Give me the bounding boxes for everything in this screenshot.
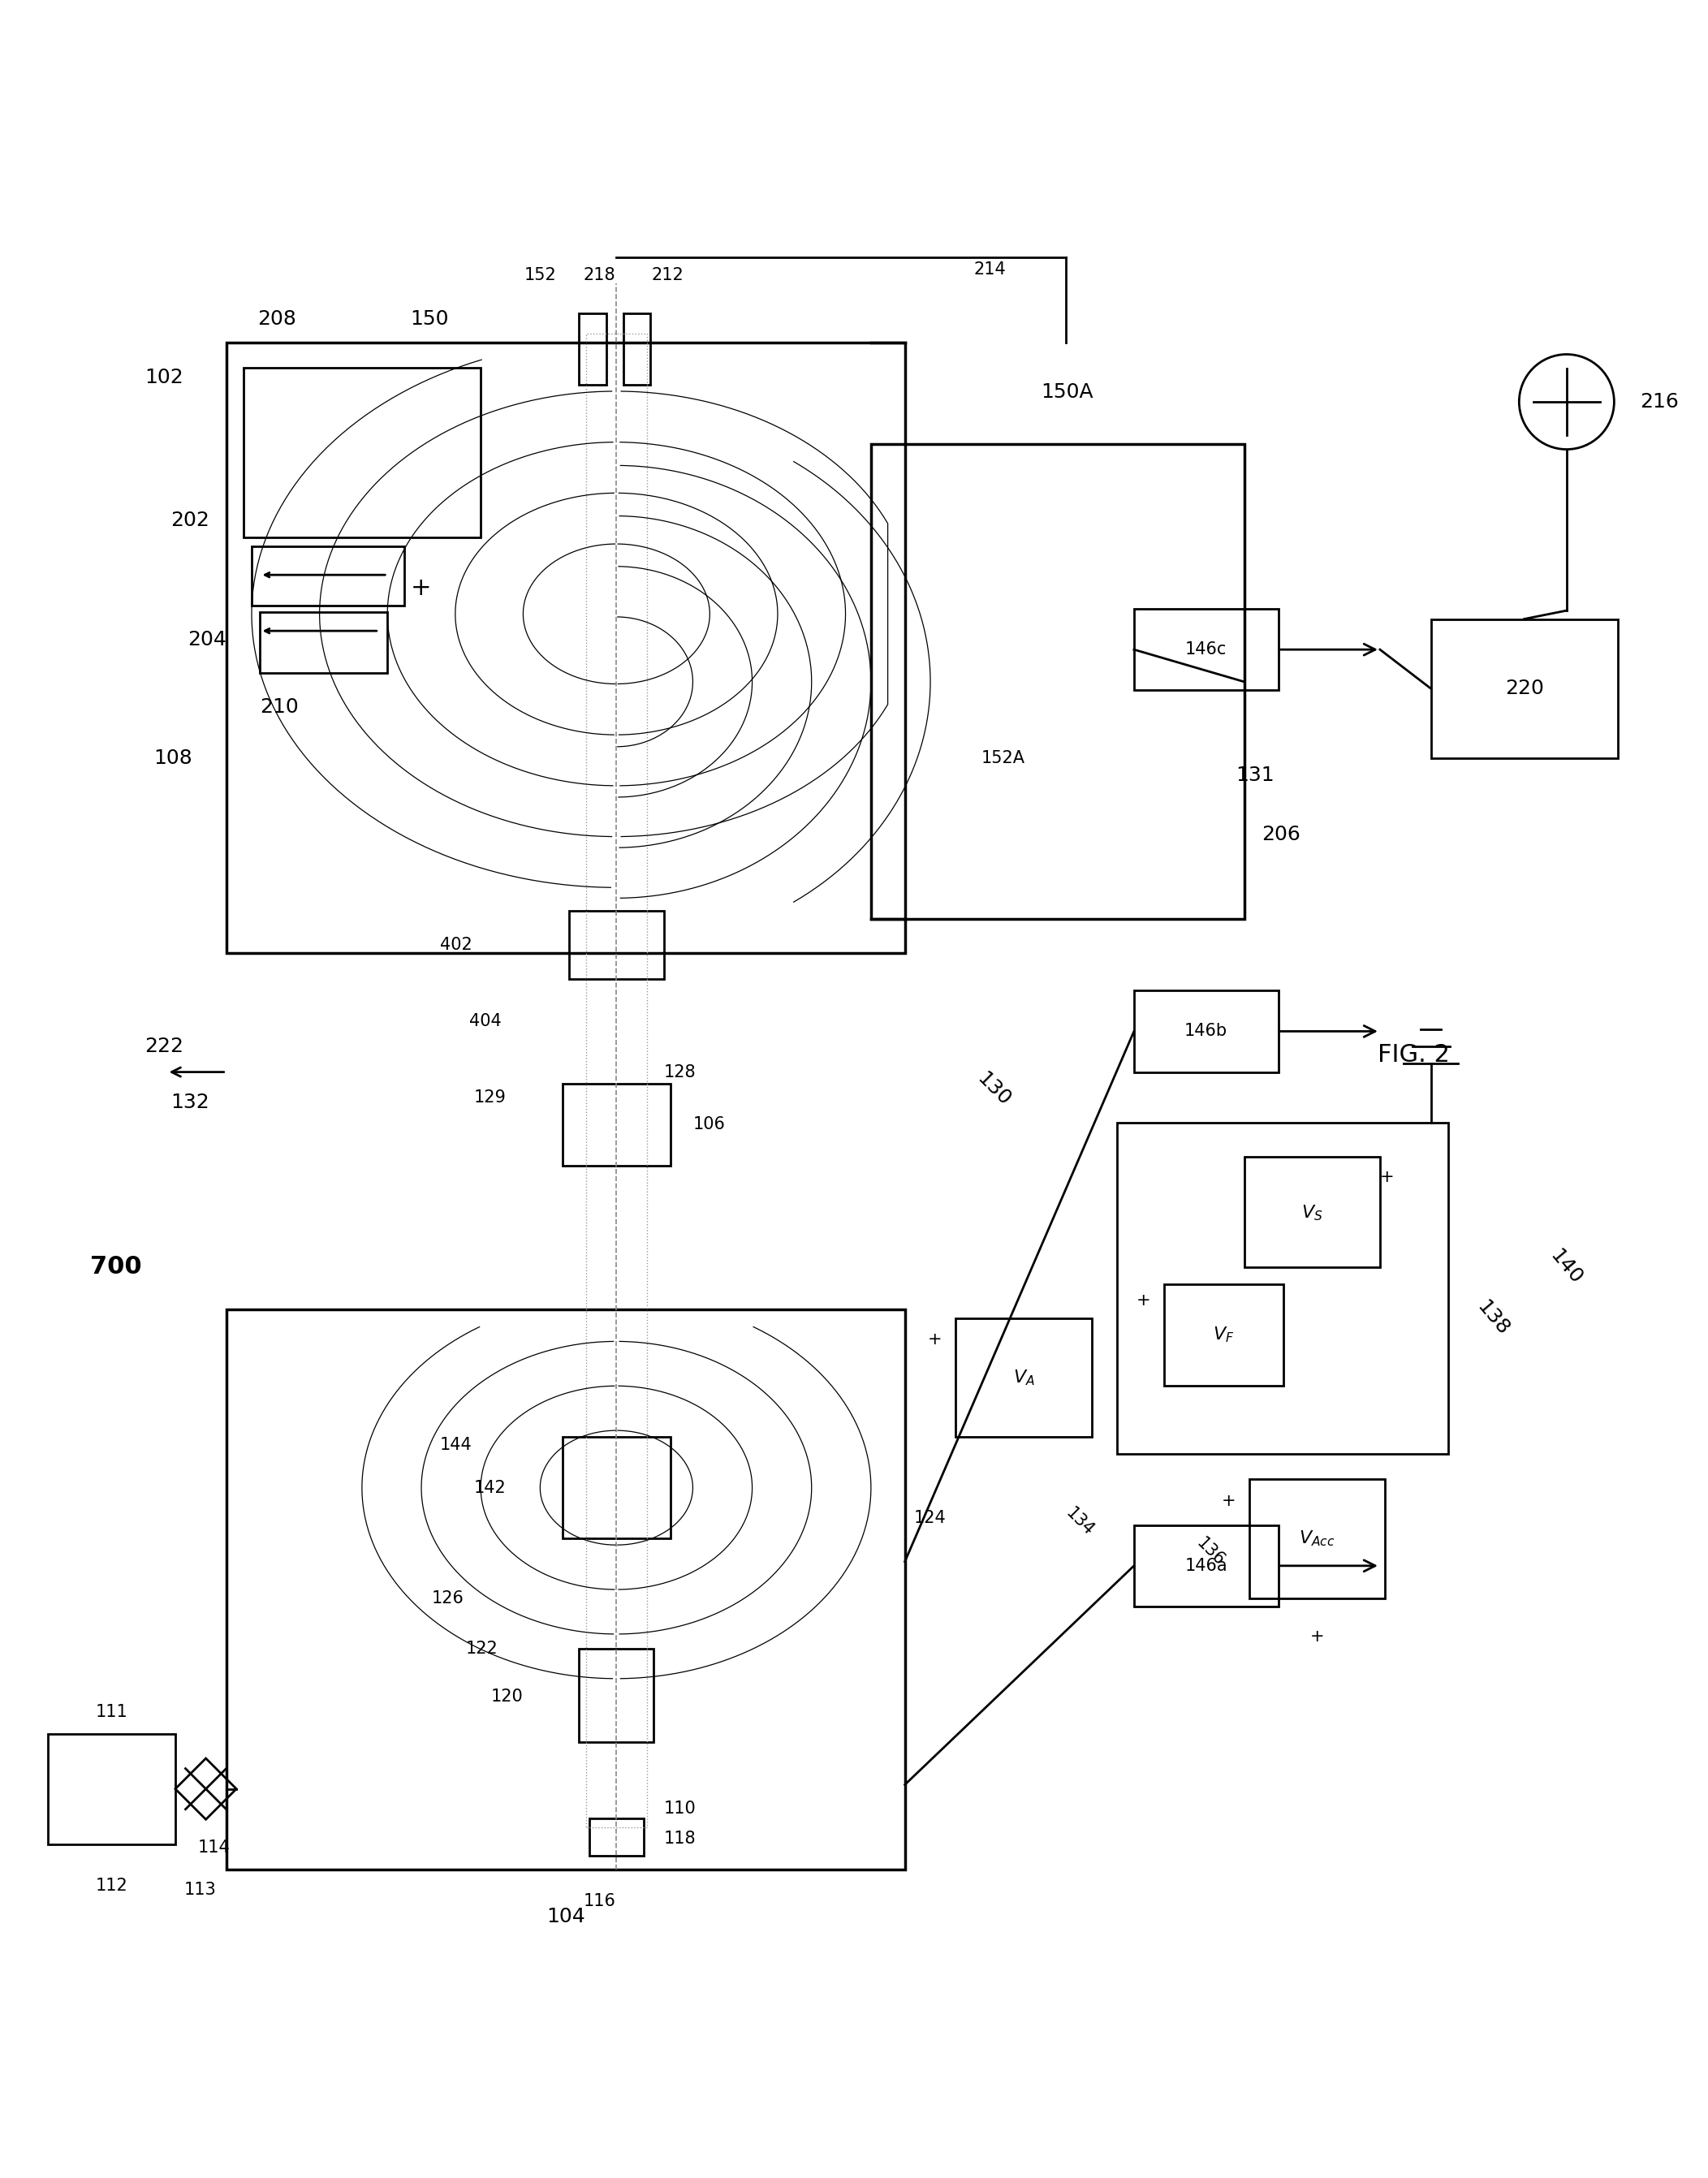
Text: 129: 129 [473, 1089, 506, 1106]
Text: +: + [927, 1331, 943, 1348]
Bar [1134, 1525, 1278, 1607]
Bar [871, 444, 1243, 919]
Text: 202: 202 [171, 512, 210, 531]
Text: 102: 102 [145, 368, 184, 388]
Text: 140: 140 [1546, 1246, 1587, 1287]
Text: 214: 214 [974, 261, 1006, 279]
Text: $V_S$: $V_S$ [1301, 1202, 1324, 1222]
Bar [579, 1649, 654, 1742]
Bar [1165, 1285, 1283, 1385]
Text: 106: 106 [693, 1117, 726, 1133]
Text: $V_A$: $V_A$ [1013, 1368, 1035, 1387]
Bar [623, 314, 651, 386]
Text: 113: 113 [184, 1882, 217, 1897]
Bar [48, 1734, 176, 1845]
Bar [579, 314, 606, 386]
Text: 132: 132 [171, 1093, 210, 1113]
Text: 700: 700 [91, 1255, 142, 1278]
Text: 402: 402 [441, 937, 471, 954]
Text: +: + [1310, 1629, 1324, 1644]
Bar [260, 612, 388, 673]
Text: +: + [1136, 1292, 1151, 1309]
Text: 114: 114 [198, 1840, 231, 1856]
Text: 126: 126 [432, 1590, 465, 1605]
Bar [225, 1309, 905, 1869]
Bar [1117, 1124, 1448, 1453]
Text: 124: 124 [914, 1509, 946, 1527]
Text: +: + [1221, 1492, 1237, 1509]
Text: 131: 131 [1237, 764, 1274, 784]
Text: 150A: 150A [1040, 383, 1093, 401]
Text: 210: 210 [260, 697, 299, 717]
Text: 404: 404 [468, 1013, 500, 1030]
Text: 111: 111 [96, 1703, 128, 1721]
Bar [562, 1437, 671, 1538]
Text: $V_F$: $V_F$ [1213, 1326, 1235, 1344]
Text: 128: 128 [664, 1063, 697, 1080]
Text: 212: 212 [651, 268, 683, 283]
Bar [1431, 619, 1617, 758]
Text: 206: 206 [1261, 825, 1300, 845]
Bar [225, 342, 905, 954]
Text: 208: 208 [258, 309, 297, 329]
Bar [1249, 1479, 1385, 1599]
Bar [562, 1085, 671, 1165]
Text: 142: 142 [473, 1479, 506, 1496]
Bar [251, 547, 405, 605]
Text: 116: 116 [584, 1893, 615, 1910]
Bar [589, 1819, 644, 1856]
Text: 120: 120 [490, 1688, 523, 1705]
Text: 204: 204 [188, 629, 225, 649]
Bar [956, 1318, 1091, 1437]
Bar [243, 368, 480, 538]
Text: $V_{Acc}$: $V_{Acc}$ [1300, 1529, 1336, 1549]
Text: 110: 110 [664, 1801, 697, 1816]
Text: 144: 144 [441, 1437, 471, 1453]
Text: 108: 108 [154, 749, 193, 769]
Text: 146a: 146a [1185, 1557, 1228, 1575]
Text: +: + [412, 577, 432, 601]
Text: +: + [1380, 1170, 1394, 1185]
Text: 130: 130 [974, 1069, 1015, 1109]
Bar [1134, 991, 1278, 1072]
Text: FIG. 2: FIG. 2 [1378, 1043, 1450, 1067]
Text: 152: 152 [524, 268, 557, 283]
Text: 146c: 146c [1185, 643, 1226, 658]
Text: 138: 138 [1474, 1296, 1513, 1339]
Text: 112: 112 [96, 1877, 128, 1895]
Text: 122: 122 [465, 1640, 497, 1657]
Text: 152A: 152A [982, 749, 1025, 767]
Bar [1243, 1157, 1380, 1268]
Text: 222: 222 [145, 1037, 184, 1056]
Text: 216: 216 [1640, 392, 1679, 412]
Text: 218: 218 [584, 268, 615, 283]
Text: 104: 104 [547, 1906, 584, 1925]
Text: 134: 134 [1062, 1505, 1097, 1540]
Bar [1134, 610, 1278, 690]
Bar [586, 333, 647, 1827]
Text: 150: 150 [410, 309, 449, 329]
Bar [569, 910, 664, 978]
Text: 146b: 146b [1185, 1024, 1228, 1039]
Text: 220: 220 [1505, 680, 1544, 699]
Text: 136: 136 [1194, 1535, 1228, 1570]
Text: 118: 118 [664, 1832, 697, 1847]
